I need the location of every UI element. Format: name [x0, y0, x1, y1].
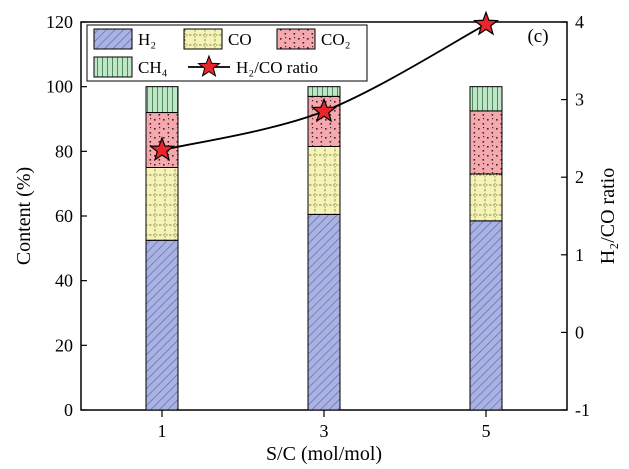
bar-segment-CH₄-1: [145, 86, 179, 114]
y-tick-label: 100: [46, 77, 73, 97]
bar-segment-CO₂-5: [469, 110, 503, 175]
x-tick-label: 1: [158, 421, 167, 441]
x-tick-label: 5: [482, 421, 491, 441]
bar-segment-CO-5: [469, 173, 503, 222]
bar-segment-H₂-3: [307, 213, 341, 411]
y2-tick-label: -1: [575, 400, 590, 420]
y-tick-label: 20: [55, 335, 73, 355]
legend-label-ratio: H₂/CO ratio: [236, 58, 318, 77]
legend-label-h2: H₂: [138, 30, 156, 49]
y2-tick-label: 0: [575, 322, 584, 342]
bar-segment-H₂-5: [469, 220, 503, 411]
legend-label-co2: CO₂: [321, 30, 351, 49]
y-tick-label: 120: [46, 12, 73, 32]
panel-label: (c): [527, 26, 548, 47]
y-tick-label: 80: [55, 141, 73, 161]
legend-box: [86, 24, 368, 82]
legend-swatch-ch4: [93, 56, 133, 78]
legend: H₂ CO CO₂ CH₄ H₂/CO ratio: [86, 24, 368, 82]
legend-swatch-h2: [93, 28, 133, 50]
y-axis-ticks: 0 20 40 60 80 100 120: [46, 12, 87, 420]
y-tick-label: 60: [55, 206, 73, 226]
ratio-star-1: [148, 136, 176, 162]
y-tick-label: 40: [55, 271, 73, 291]
x-axis-label: S/C (mol/mol): [266, 443, 382, 465]
ratio-star-3: [310, 97, 338, 123]
bar-segment-H₂-1: [145, 239, 179, 411]
legend-star-marker: [197, 54, 221, 78]
bar-segment-CH₄-3: [307, 86, 341, 97]
x-tick-label: 3: [320, 421, 329, 441]
legend-swatch-co: [183, 28, 223, 50]
y2-axis-ticks: -1 0 1 2 3 4: [561, 12, 590, 420]
bar-segment-CO-1: [145, 167, 179, 241]
y2-axis-label: H₂/CO ratio: [597, 168, 619, 264]
legend-label-co: CO: [228, 30, 252, 49]
bar-segment-CO-3: [307, 145, 341, 215]
ratio-star-5: [472, 10, 500, 36]
y2-tick-label: 3: [575, 90, 584, 110]
bar-segment-CH₄-5: [469, 86, 503, 112]
y2-tick-label: 2: [575, 167, 584, 187]
y-axis-label: Content (%): [13, 167, 35, 265]
y2-tick-label: 4: [575, 12, 584, 32]
legend-swatch-co2: [276, 28, 316, 50]
ratio-line-layer: [148, 10, 500, 162]
x-axis-ticks: 1 3 5: [158, 410, 491, 441]
bars-layer: [145, 86, 503, 411]
y-tick-label: 0: [64, 400, 73, 420]
y2-tick-label: 1: [575, 245, 584, 265]
legend-label-ch4: CH₄: [138, 58, 168, 77]
